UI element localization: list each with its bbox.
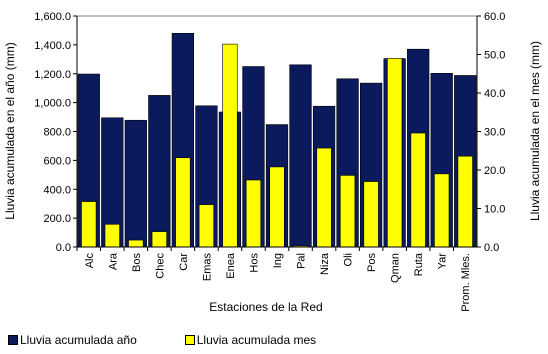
legend-swatch-annual xyxy=(8,335,18,345)
bar-monthly-ara xyxy=(104,223,120,248)
x-tick-label: Yar xyxy=(437,253,449,270)
bar-monthly-alc xyxy=(81,201,97,248)
legend-item-monthly: Lluvia acumulada mes xyxy=(184,333,317,347)
rainfall-chart: 0.0 200.0 400.0 600.0 800.0 1,000.0 1,200.0 1,4… xyxy=(3,11,542,314)
x-axis-title: Estaciones de la Red xyxy=(209,300,322,314)
y2-tick-label: 40.0 xyxy=(484,88,505,100)
bar-monthly-ruta xyxy=(410,132,426,248)
bar-annual-bos xyxy=(124,119,147,248)
x-tick-label: Oli xyxy=(343,253,355,266)
y2-axis-title: Lluvia acumulada en el mes (mm) xyxy=(528,41,542,221)
y-tick-label: 600.0 xyxy=(43,155,71,167)
bar-monthly-oli xyxy=(339,175,356,248)
bar-monthly-niza xyxy=(316,147,332,248)
bar-monthly-chec xyxy=(151,231,167,248)
x-tick-label: Niza xyxy=(319,252,331,275)
bar-monthly-enea xyxy=(222,43,238,248)
y2-tick-label: 30.0 xyxy=(484,127,505,139)
bar-monthly-bos xyxy=(128,239,144,248)
y-tick-label: 1,600.0 xyxy=(34,11,71,23)
axes-layer: 0.0 200.0 400.0 600.0 800.0 1,000.0 1,200.0 1,4… xyxy=(34,11,505,312)
legend-label-monthly: Lluvia acumulada mes xyxy=(196,333,317,347)
bar-monthly-pos xyxy=(363,181,379,248)
x-tick-label: Qman xyxy=(390,253,402,283)
x-tick-label: Alc xyxy=(84,253,96,269)
y2-tick-label: 60.0 xyxy=(484,11,505,23)
x-tick-label: Pal xyxy=(296,253,308,269)
bar-monthly-hos xyxy=(245,179,262,248)
y-tick-label: 0.0 xyxy=(56,242,71,254)
x-tick-label: Hos xyxy=(248,253,260,273)
x-tick-label: Ing xyxy=(272,253,284,268)
bar-monthly-yar xyxy=(434,173,450,248)
y2-tick-label: 0.0 xyxy=(484,242,499,254)
y2-tick-label: 20.0 xyxy=(484,165,505,177)
x-tick-label: Ruta xyxy=(413,252,425,276)
x-tick-label: Prom. Mles. xyxy=(460,253,472,312)
y-tick-label: 400.0 xyxy=(43,184,71,196)
bar-monthly-ing xyxy=(269,166,285,248)
bar-monthly-qman xyxy=(387,58,403,248)
y-tick-label: 1,400.0 xyxy=(34,40,71,52)
legend-swatch-monthly xyxy=(184,335,195,345)
y-tick-label: 800.0 xyxy=(43,127,71,139)
y2-tick-label: 10.0 xyxy=(484,204,505,216)
x-tick-label: Pos xyxy=(366,253,378,272)
x-tick-label: Ara xyxy=(107,252,119,270)
x-tick-label: Bos xyxy=(131,253,143,272)
legend-label-annual: Lluvia acumulada año xyxy=(20,333,137,347)
x-tick-label: Car xyxy=(178,253,190,271)
legend: Lluvia acumulada año Lluvia acumulada me… xyxy=(8,333,316,347)
y2-tick-label: 50.0 xyxy=(484,50,505,62)
bar-monthly-emas xyxy=(198,204,215,248)
y-tick-label: 1,000.0 xyxy=(34,98,71,110)
x-tick-label: Chec xyxy=(154,253,166,279)
bar-annual-pal xyxy=(289,64,312,248)
y-tick-label: 1,200.0 xyxy=(34,69,71,81)
legend-item-annual: Lluvia acumulada año xyxy=(8,333,137,347)
bar-monthly-car xyxy=(175,157,191,248)
bar-annual-chec xyxy=(148,95,171,248)
x-tick-label: Enea xyxy=(225,252,237,279)
bars-layer xyxy=(77,33,477,248)
bar-monthly-prom-mles- xyxy=(457,155,473,248)
y-tick-label: 200.0 xyxy=(43,213,71,225)
y-axis-title: Lluvia acumulada en el año (mm) xyxy=(3,42,17,219)
x-tick-label: Emas xyxy=(201,253,213,282)
